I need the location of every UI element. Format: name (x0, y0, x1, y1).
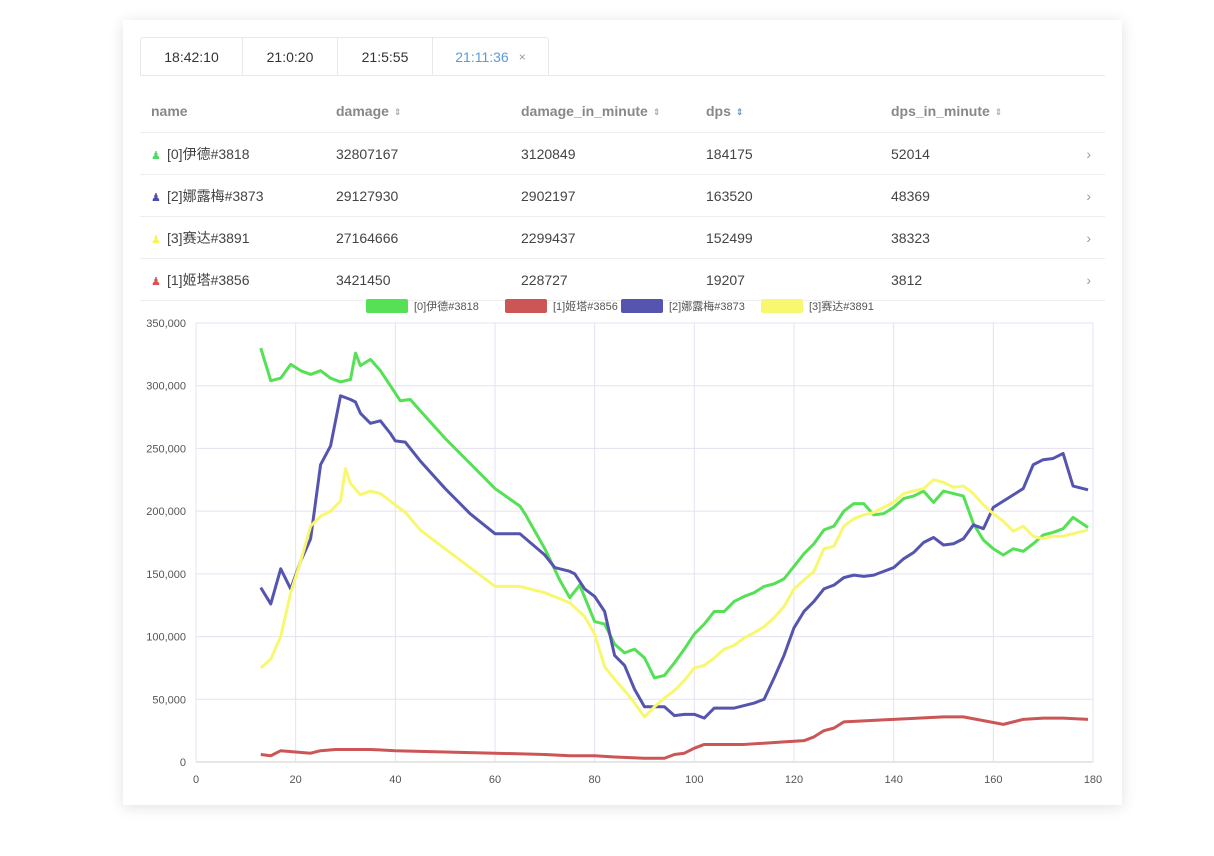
y-tick-label: 350,000 (146, 318, 186, 330)
sort-icon[interactable]: ⇕ (393, 107, 402, 118)
column-header-name: name (140, 90, 325, 133)
damage-in-minute-cell: 2299437 (510, 216, 695, 259)
dps-in-minute-cell: 3812 (880, 258, 1063, 301)
damage-in-minute-cell: 2902197 (510, 174, 695, 217)
player-name-cell: ♟ [1]姬塔#3856 (140, 258, 325, 301)
session-tabs: 18:42:10 21:0:20 21:5:55 21:11:36 × (140, 37, 549, 76)
chevron-right-icon[interactable]: › (1063, 174, 1105, 217)
legend-swatch (621, 299, 663, 313)
y-tick-label: 0 (180, 757, 186, 769)
damage-cell: 29127930 (325, 174, 510, 217)
y-tick-label: 50,000 (152, 694, 186, 706)
column-header-dps-in-minute[interactable]: dps_in_minute ⇕ (880, 90, 1063, 133)
legend-label: [1]姬塔#3856 (553, 300, 618, 313)
dps-panel: 18:42:10 21:0:20 21:5:55 21:11:36 × name … (123, 20, 1122, 805)
damage-cell: 3421450 (325, 258, 510, 301)
table-row[interactable]: ♟ [3]赛达#3891 27164666 2299437 152499 3832… (140, 216, 1105, 259)
dps-line-chart: 0 50,000 100,000 150,000 200,000 250,000 300,0… (146, 299, 1102, 786)
header-label: dps_in_minute (891, 103, 990, 119)
legend-label: [0]伊德#3818 (414, 299, 479, 313)
tab-session-3[interactable]: 21:5:55 (338, 38, 433, 76)
y-tick-label: 200,000 (146, 506, 186, 518)
player-name-cell: ♟ [3]赛达#3891 (140, 216, 325, 259)
table-row[interactable]: ♟ [0]伊德#3818 32807167 3120849 184175 5201… (140, 132, 1105, 175)
x-tick-label: 180 (1084, 774, 1102, 786)
chevron-right-icon[interactable]: › (1063, 216, 1105, 259)
dps-in-minute-cell: 52014 (880, 132, 1063, 175)
user-icon: ♟ (151, 233, 161, 246)
series-line (259, 347, 1089, 680)
series-line (259, 394, 1089, 720)
player-name-cell: ♟ [0]伊德#3818 (140, 132, 325, 175)
x-tick-label: 0 (193, 774, 199, 786)
tab-session-4[interactable]: 21:11:36 × (433, 38, 548, 76)
tab-session-2[interactable]: 21:0:20 (243, 38, 338, 76)
x-tick-label: 60 (489, 774, 501, 786)
x-tick-label: 80 (589, 774, 601, 786)
dps-cell: 152499 (695, 216, 880, 259)
column-header-expand (1063, 90, 1105, 133)
x-tick-label: 40 (389, 774, 401, 786)
y-tick-label: 300,000 (146, 381, 186, 393)
close-icon[interactable]: × (518, 50, 526, 64)
player-name: [2]娜露梅#3873 (167, 187, 264, 204)
x-tick-label: 160 (984, 774, 1002, 786)
y-tick-label: 150,000 (146, 569, 186, 581)
header-label: damage (336, 103, 389, 119)
x-tick-label: 20 (290, 774, 302, 786)
user-icon: ♟ (151, 149, 161, 162)
user-icon: ♟ (151, 275, 161, 288)
player-name: [3]赛达#3891 (167, 229, 250, 246)
player-name: [0]伊德#3818 (167, 145, 250, 162)
dps-in-minute-cell: 48369 (880, 174, 1063, 217)
legend-swatch (761, 299, 803, 313)
sort-icon[interactable]: ⇕ (735, 107, 744, 118)
tab-divider (140, 75, 1105, 76)
column-header-damage-in-minute[interactable]: damage_in_minute ⇕ (510, 90, 695, 133)
tab-label: 21:11:36 (455, 49, 509, 65)
legend-label: [2]娜露梅#3873 (669, 299, 745, 313)
player-name-cell: ♟ [2]娜露梅#3873 (140, 174, 325, 217)
legend-label: [3]赛达#3891 (809, 299, 874, 313)
y-tick-label: 100,000 (146, 632, 186, 644)
damage-cell: 27164666 (325, 216, 510, 259)
user-icon: ♟ (151, 191, 161, 204)
header-label: damage_in_minute (521, 103, 648, 119)
dps-cell: 163520 (695, 174, 880, 217)
tab-session-1[interactable]: 18:42:10 (141, 38, 243, 76)
dps-cell: 184175 (695, 132, 880, 175)
x-tick-label: 100 (685, 774, 703, 786)
dps-table: name damage ⇕ damage_in_minute ⇕ dps ⇕ dps_… (140, 90, 1105, 301)
dps-cell: 19207 (695, 258, 880, 301)
column-header-dps[interactable]: dps ⇕ (695, 90, 880, 133)
legend-swatch (505, 299, 547, 313)
table-row[interactable]: ♟ [2]娜露梅#3873 29127930 2902197 163520 483… (140, 174, 1105, 217)
x-tick-label: 140 (884, 774, 902, 786)
series-line (260, 715, 1089, 760)
chevron-right-icon[interactable]: › (1063, 258, 1105, 301)
sort-icon[interactable]: ⇕ (652, 107, 661, 118)
damage-cell: 32807167 (325, 132, 510, 175)
player-name: [1]姬塔#3856 (167, 271, 250, 288)
sort-icon[interactable]: ⇕ (994, 107, 1003, 118)
dps-in-minute-cell: 38323 (880, 216, 1063, 259)
legend-swatch (366, 299, 408, 313)
series-line (259, 466, 1089, 719)
damage-in-minute-cell: 3120849 (510, 132, 695, 175)
damage-in-minute-cell: 228727 (510, 258, 695, 301)
chevron-right-icon[interactable]: › (1063, 132, 1105, 175)
table-row[interactable]: ♟ [1]姬塔#3856 3421450 228727 19207 3812 › (140, 258, 1105, 301)
column-header-damage[interactable]: damage ⇕ (325, 90, 510, 133)
header-label: dps (706, 103, 731, 119)
y-tick-label: 250,000 (146, 443, 186, 455)
x-tick-label: 120 (785, 774, 803, 786)
